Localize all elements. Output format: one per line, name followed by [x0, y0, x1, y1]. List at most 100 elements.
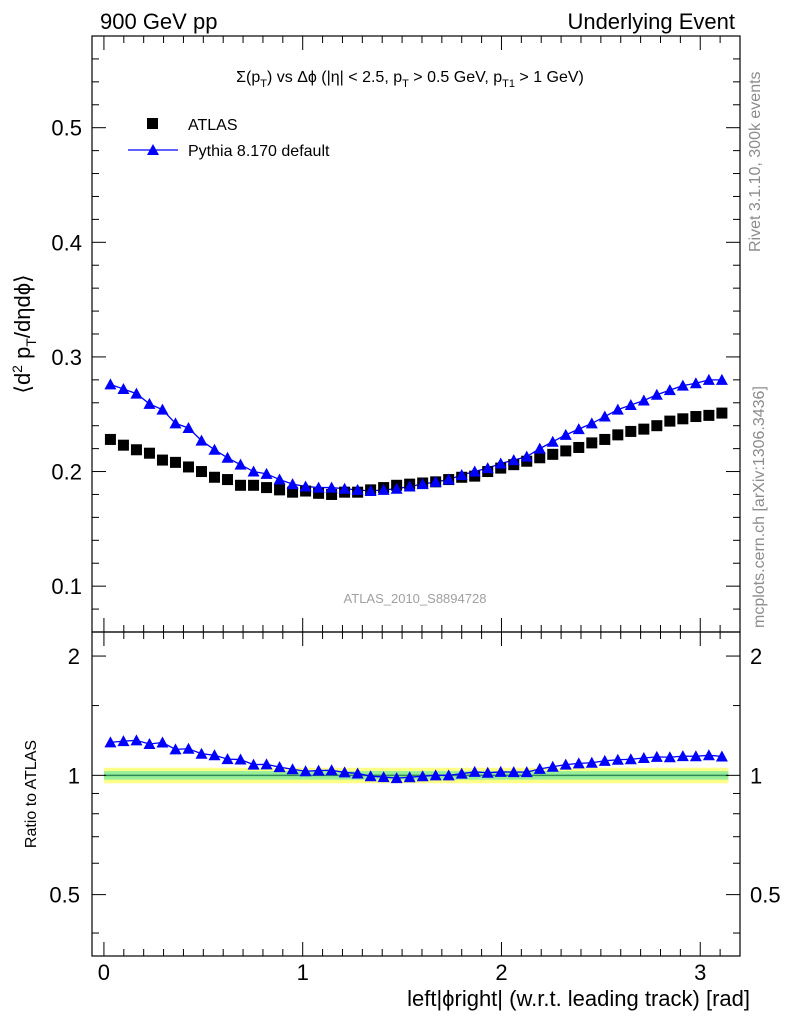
- pythia-point: [702, 373, 715, 385]
- rivet-version-label: Rivet 3.1.10, 300k events: [747, 71, 764, 252]
- ratio-point: [611, 753, 624, 765]
- pythia-point: [104, 378, 117, 390]
- ratio-tick-label-left: 2: [68, 644, 80, 669]
- pythia-point: [533, 442, 546, 454]
- ratio-point: [559, 758, 572, 770]
- pythia-point: [650, 388, 663, 400]
- atlas-point: [560, 445, 572, 457]
- pythia-point: [364, 485, 377, 497]
- header-right: Underlying Event: [567, 9, 735, 34]
- ratio-point: [104, 736, 117, 748]
- pythia-point: [182, 421, 195, 433]
- pythia-point: [351, 483, 364, 495]
- ratio-point: [507, 766, 520, 778]
- ratio-point: [390, 772, 403, 784]
- pythia-point: [637, 394, 650, 406]
- atlas-point: [143, 447, 155, 459]
- pythia-point: [520, 450, 533, 462]
- atlas-point: [612, 429, 624, 441]
- atlas-point: [222, 474, 234, 486]
- ratio-point: [143, 737, 156, 749]
- pythia-point: [325, 481, 338, 493]
- atlas-point: [209, 471, 221, 483]
- atlas-point: [182, 461, 194, 473]
- atlas-point: [573, 441, 585, 453]
- ratio-plot-frame: [91, 631, 741, 957]
- pythia-point: [208, 443, 221, 455]
- pythia-point: [624, 399, 637, 411]
- atlas-point: [130, 444, 142, 456]
- ratio-point: [663, 751, 676, 763]
- ratio-point: [572, 757, 585, 769]
- pythia-point: [429, 475, 442, 487]
- pythia-point: [416, 478, 429, 490]
- ratio-point: [442, 769, 455, 781]
- legend-atlas-marker: [147, 118, 158, 129]
- pythia-point: [234, 458, 247, 470]
- pythia-point: [299, 480, 312, 492]
- pythia-point: [598, 410, 611, 422]
- ratio-tick-label-right: 1: [750, 763, 762, 788]
- pythia-point: [468, 465, 481, 477]
- ratio-point: [117, 735, 130, 747]
- main-series: [104, 373, 728, 500]
- legend-atlas-label: ATLAS: [188, 117, 238, 134]
- legend-pythia-marker: [147, 144, 159, 155]
- pythia-point: [585, 417, 598, 429]
- ratio-point: [416, 770, 429, 782]
- atlas-point: [638, 423, 650, 435]
- atlas-point: [248, 479, 260, 491]
- plot-title: Σ(pT) vs Δϕ (|η| < 2.5, pT > 0.5 GeV, pT…: [236, 69, 584, 90]
- atlas-point: [156, 454, 168, 466]
- atlas-point: [274, 484, 286, 496]
- ratio-plot: 0 1 2 3 0.5 0.5 1 1 2 2 Ratio to ATLAS: [23, 631, 781, 985]
- ratio-y-axis-label: Ratio to ATLAS: [23, 740, 40, 848]
- atlas-point: [117, 439, 129, 451]
- y-tick-label: 0.1: [51, 574, 82, 599]
- ratio-point: [195, 747, 208, 759]
- pythia-point: [286, 478, 299, 490]
- pythia-point: [273, 473, 286, 485]
- pythia-point: [455, 468, 468, 480]
- atlas-point: [169, 456, 181, 468]
- pythia-point: [572, 423, 585, 435]
- pythia-point: [156, 403, 169, 415]
- atlas-point: [690, 411, 702, 423]
- y-tick-label: 0.4: [51, 230, 82, 255]
- pythia-point: [221, 451, 234, 463]
- pythia-point: [611, 403, 624, 415]
- ratio-tick-label-right: 2: [750, 644, 762, 669]
- ratio-point: [676, 750, 689, 762]
- pythia-point: [117, 383, 130, 395]
- ratio-point: [351, 767, 364, 779]
- ratio-point: [650, 750, 663, 762]
- pythia-point: [130, 387, 143, 399]
- pythia-point: [247, 465, 260, 477]
- atlas-point: [625, 425, 637, 437]
- pythia-point: [442, 473, 455, 485]
- ratio-axis-ticks: 0 1 2 3 0.5 0.5 1 1 2 2: [49, 644, 780, 985]
- ratio-point: [598, 754, 611, 766]
- atlas-point: [547, 448, 559, 460]
- ratio-point: [455, 767, 468, 779]
- ratio-point: [364, 770, 377, 782]
- ratio-point: [468, 765, 481, 777]
- atlas-point: [534, 452, 546, 464]
- ratio-point: [182, 742, 195, 754]
- atlas-point: [287, 486, 299, 498]
- atlas-point: [196, 466, 208, 478]
- atlas-point: [235, 479, 247, 491]
- ratio-point: [325, 764, 338, 776]
- pythia-point: [169, 417, 182, 429]
- y-tick-label: 0.3: [51, 345, 82, 370]
- main-axis-ticks: 0.1 0.2 0.3 0.4 0.5: [51, 35, 740, 646]
- atlas-point: [664, 415, 676, 427]
- ratio-point: [546, 760, 559, 772]
- atlas-point: [326, 488, 338, 500]
- x-tick-label: 3: [694, 960, 706, 985]
- pythia-point: [195, 434, 208, 446]
- ratio-point: [221, 753, 234, 765]
- ratio-point: [299, 765, 312, 777]
- pythia-point: [494, 457, 507, 469]
